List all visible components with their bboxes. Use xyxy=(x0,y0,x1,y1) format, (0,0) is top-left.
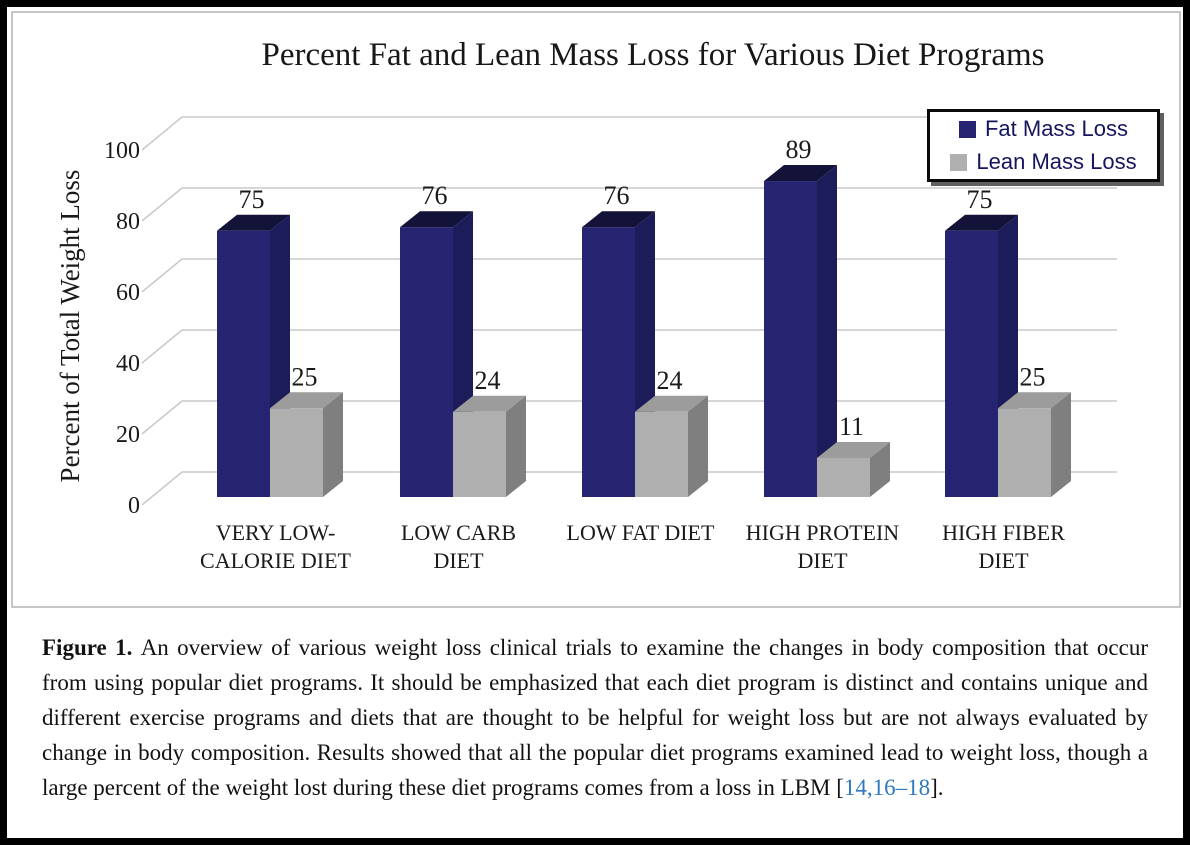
lean-bar-side xyxy=(506,395,526,497)
fat-bar-value-label: 89 xyxy=(786,135,812,164)
category-label: CALORIE DIET xyxy=(200,548,351,573)
lean-bar-front xyxy=(998,408,1051,497)
lean-bar-front xyxy=(635,411,688,497)
category-label: LOW CARB xyxy=(401,520,516,545)
fat-bar-value-label: 76 xyxy=(422,181,448,210)
lean-bar-side xyxy=(870,441,890,497)
category-label: DIET xyxy=(978,548,1029,573)
citation-bracket-close: ]. xyxy=(930,775,944,800)
category-label: DIET xyxy=(797,548,848,573)
figure-caption: Figure 1. An overview of various weight … xyxy=(42,630,1148,805)
fat-bar-top xyxy=(945,214,1018,231)
fat-bar-front xyxy=(582,227,635,497)
lean-bar-side xyxy=(688,395,708,497)
category-label: VERY LOW- xyxy=(216,520,336,545)
category-label: DIET xyxy=(433,548,484,573)
fat-bar-value-label: 75 xyxy=(967,185,993,214)
legend-label-fat-mass: Fat Mass Loss xyxy=(984,116,1129,141)
legend-item-fat-mass: Fat Mass Loss xyxy=(958,116,1129,141)
y-tick-connector xyxy=(141,187,183,222)
y-tick-connector xyxy=(141,116,183,151)
legend-label-lean-mass: Lean Mass Loss xyxy=(976,149,1137,174)
lean-bar-front xyxy=(453,411,506,497)
y-tick-label: 100 xyxy=(104,138,140,164)
fat-bar-value-label: 76 xyxy=(604,181,630,210)
y-tick-label: 60 xyxy=(116,280,140,306)
lean-bar-top xyxy=(817,441,890,458)
fat-bar-front xyxy=(217,230,270,497)
lean-bar-value-label: 24 xyxy=(475,366,501,395)
y-tick-connector xyxy=(141,471,183,506)
category-label: HIGH FIBER xyxy=(942,520,1065,545)
y-tick-connector xyxy=(141,258,183,293)
lean-bar-front xyxy=(270,408,323,497)
lean-bar-top xyxy=(270,392,343,409)
y-tick-connector xyxy=(141,329,183,364)
fat-bar-side xyxy=(817,165,837,498)
category-label: LOW FAT DIET xyxy=(567,520,715,545)
figure-label: Figure 1. xyxy=(42,635,141,660)
fat-bar-front xyxy=(764,181,817,498)
citation-link[interactable]: 14,16–18 xyxy=(843,775,931,800)
legend-item-lean-mass: Lean Mass Loss xyxy=(950,149,1137,174)
lean-bar-side xyxy=(323,392,343,497)
fat-mass-swatch xyxy=(958,120,976,138)
legend: Fat Mass Loss Lean Mass Loss xyxy=(927,109,1160,182)
fat-bar-front xyxy=(945,230,998,497)
lean-bar-value-label: 25 xyxy=(292,362,318,391)
lean-bar-value-label: 24 xyxy=(657,366,683,395)
lean-bar-top xyxy=(453,395,526,412)
y-tick-label: 0 xyxy=(128,493,140,519)
y-axis-title: Percent of Total Weight Loss xyxy=(55,169,85,483)
y-tick-label: 20 xyxy=(116,422,140,448)
lean-mass-swatch xyxy=(950,153,968,171)
lean-bar-top xyxy=(635,395,708,412)
y-tick-label: 80 xyxy=(116,209,140,235)
fat-bar-top xyxy=(400,211,473,228)
y-tick-connector xyxy=(141,400,183,435)
lean-bar-value-label: 11 xyxy=(839,412,864,441)
lean-bar-side xyxy=(1051,392,1071,497)
fat-bar-top xyxy=(217,214,290,231)
fat-bar-top xyxy=(764,165,837,182)
fat-bar-front xyxy=(400,227,453,497)
chart-panel: 0 20 40 60 80 100 75 25 VERY LOW- CALORIE DIET 76 2… xyxy=(11,11,1181,608)
fat-bar-top xyxy=(582,211,655,228)
fat-bar-value-label: 75 xyxy=(239,185,265,214)
lean-bar-value-label: 25 xyxy=(1020,362,1046,391)
plot-svg: 0 20 40 60 80 100 75 25 VERY LOW- CALORIE DIET 76 2… xyxy=(104,116,1117,573)
y-tick-label: 40 xyxy=(116,351,140,377)
lean-bar-front xyxy=(817,457,870,497)
lean-bar-top xyxy=(998,392,1071,409)
caption-text: An overview of various weight loss clini… xyxy=(42,635,1149,800)
citation-bracket-open: [ xyxy=(830,775,844,800)
chart-title: Percent Fat and Lean Mass Loss for Vario… xyxy=(261,37,1045,73)
category-label: HIGH PROTEIN xyxy=(746,520,899,545)
